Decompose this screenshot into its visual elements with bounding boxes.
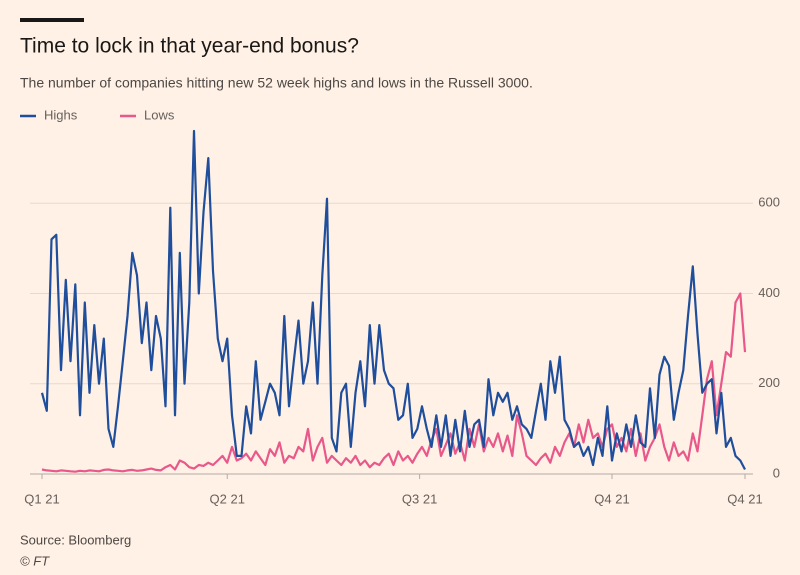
x-tick-label: Q4 21 xyxy=(594,491,629,506)
x-tick-label: Q3 21 xyxy=(402,491,437,506)
y-tick-label: 400 xyxy=(758,285,780,300)
brand-bar xyxy=(20,18,84,22)
y-tick-label: 600 xyxy=(758,195,780,210)
series-line xyxy=(41,292,747,473)
x-tick-label: Q4 21 xyxy=(727,491,762,506)
y-tick-label: 0 xyxy=(773,465,780,480)
y-tick-label: 200 xyxy=(758,375,780,390)
chart-title: Time to lock in that year-end bonus? xyxy=(20,35,359,58)
legend-label: Highs xyxy=(44,107,78,122)
series-line xyxy=(40,129,746,471)
source: Source: Bloomberg xyxy=(20,532,131,547)
x-tick-label: Q2 21 xyxy=(210,491,245,506)
x-tick-label: Q1 21 xyxy=(24,491,59,506)
chart-subtitle: The number of companies hitting new 52 w… xyxy=(20,75,533,91)
credit: © FT xyxy=(20,553,50,568)
legend-label: Lows xyxy=(144,107,175,122)
